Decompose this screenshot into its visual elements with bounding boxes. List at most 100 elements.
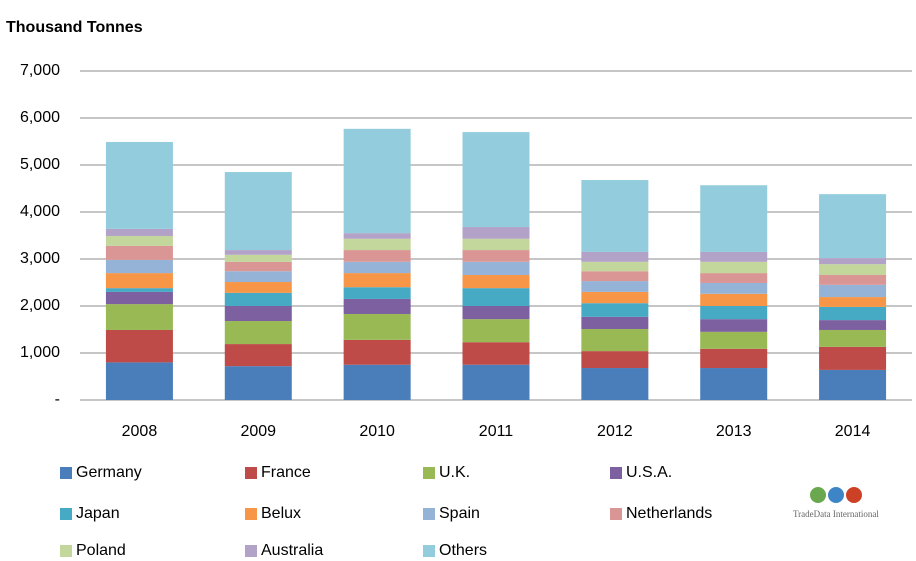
bar-segment (462, 274, 530, 289)
legend-label: U.S.A. (626, 464, 672, 481)
bar-segment (700, 331, 768, 349)
bar-segment (819, 297, 887, 307)
logo-globe (828, 487, 844, 503)
x-tick-label: 2012 (597, 423, 633, 440)
legend-swatch (60, 508, 72, 520)
bar-segment (224, 254, 292, 262)
y-tick-label: 6,000 (20, 109, 60, 126)
bar-segment (581, 303, 649, 317)
bar-segment (581, 180, 649, 252)
x-tick-label: 2011 (479, 423, 514, 440)
bar-segment (819, 346, 887, 370)
bar-segment (224, 172, 292, 251)
bar-segment (819, 306, 887, 321)
legend-swatch (245, 508, 257, 520)
bar-segment (581, 291, 649, 304)
bar-segment (224, 271, 292, 283)
legend-label: U.K. (439, 464, 470, 481)
legend-label: Japan (76, 505, 120, 522)
x-tick-label: 2009 (240, 423, 276, 440)
bar-segment (819, 194, 887, 259)
y-tick-label: 2,000 (20, 297, 60, 314)
bar-segment (700, 348, 768, 369)
bar-segment (700, 273, 768, 283)
legend-swatch (610, 467, 622, 479)
bar-segment (105, 329, 173, 363)
bar-segment (224, 250, 292, 255)
bar-segment (105, 141, 173, 229)
bar-segment (224, 321, 292, 345)
bar-segment (462, 132, 530, 228)
bar-segment (224, 282, 292, 293)
bar-segment (105, 362, 173, 400)
bar-segment (462, 288, 530, 306)
legend-swatch (245, 545, 257, 557)
legend-label: Poland (76, 542, 126, 559)
bar-segment (343, 238, 411, 251)
bar-segment (700, 293, 768, 306)
bar-segment (224, 344, 292, 367)
bar-segment (343, 128, 411, 234)
x-tick-label: 2010 (359, 423, 395, 440)
bar-segment (581, 351, 649, 369)
bar-segment (581, 251, 649, 262)
legend-swatch (60, 545, 72, 557)
bar-segment (819, 320, 887, 330)
bar-segment (105, 228, 173, 236)
x-tick-label: 2008 (122, 423, 158, 440)
y-tick-label: - (55, 391, 60, 408)
chart-title: Thousand Tonnes (6, 19, 143, 36)
bar-segment (581, 271, 649, 282)
legend-label: Belux (261, 505, 301, 522)
bar-segment (224, 306, 292, 322)
bar-segment (343, 339, 411, 365)
legend-label: Netherlands (626, 505, 712, 522)
logo-globe (846, 487, 862, 503)
bar-segment (819, 284, 887, 298)
y-tick-label: 5,000 (20, 156, 60, 173)
bar-segment (700, 261, 768, 274)
logo-text: TradeData International (793, 509, 879, 519)
logo-globe (810, 487, 826, 503)
bar-segment (105, 245, 173, 260)
bar-segment (105, 259, 173, 274)
legend-label: France (261, 464, 311, 481)
bar-segment (105, 235, 173, 246)
y-tick-label: 3,000 (20, 250, 60, 267)
bar-segment (462, 238, 530, 251)
bar-segment (700, 368, 768, 400)
bar-segment (819, 329, 887, 347)
legend-swatch (423, 545, 435, 557)
y-tick-label: 4,000 (20, 203, 60, 220)
bar-segment (581, 368, 649, 400)
bar-segment (581, 281, 649, 292)
bar-segment (224, 366, 292, 400)
bar-segment (819, 264, 887, 275)
bar-segment (343, 273, 411, 288)
bar-segment (224, 292, 292, 306)
bar-segment (462, 261, 530, 275)
bar-segment (462, 364, 530, 400)
x-tick-label: 2014 (835, 423, 871, 440)
bar-segment (462, 306, 530, 320)
y-tick-label: 1,000 (20, 344, 60, 361)
bar-segment (105, 304, 173, 330)
bar-segment (581, 316, 649, 330)
legend-swatch (245, 467, 257, 479)
bar-segment (462, 342, 530, 365)
bar-segment (819, 369, 887, 400)
bar-segment (343, 298, 411, 314)
bar-segment (105, 273, 173, 289)
legend-label: Germany (76, 464, 142, 481)
legend-swatch (610, 508, 622, 520)
legend-label: Australia (261, 542, 323, 559)
bar-segment (105, 291, 173, 305)
legend-label: Spain (439, 505, 480, 522)
bar-segment (462, 227, 530, 239)
legend-label: Others (439, 542, 487, 559)
bar-segment (819, 258, 887, 265)
x-tick-label: 2013 (716, 423, 752, 440)
legend-swatch (60, 467, 72, 479)
bar-segment (700, 251, 768, 262)
